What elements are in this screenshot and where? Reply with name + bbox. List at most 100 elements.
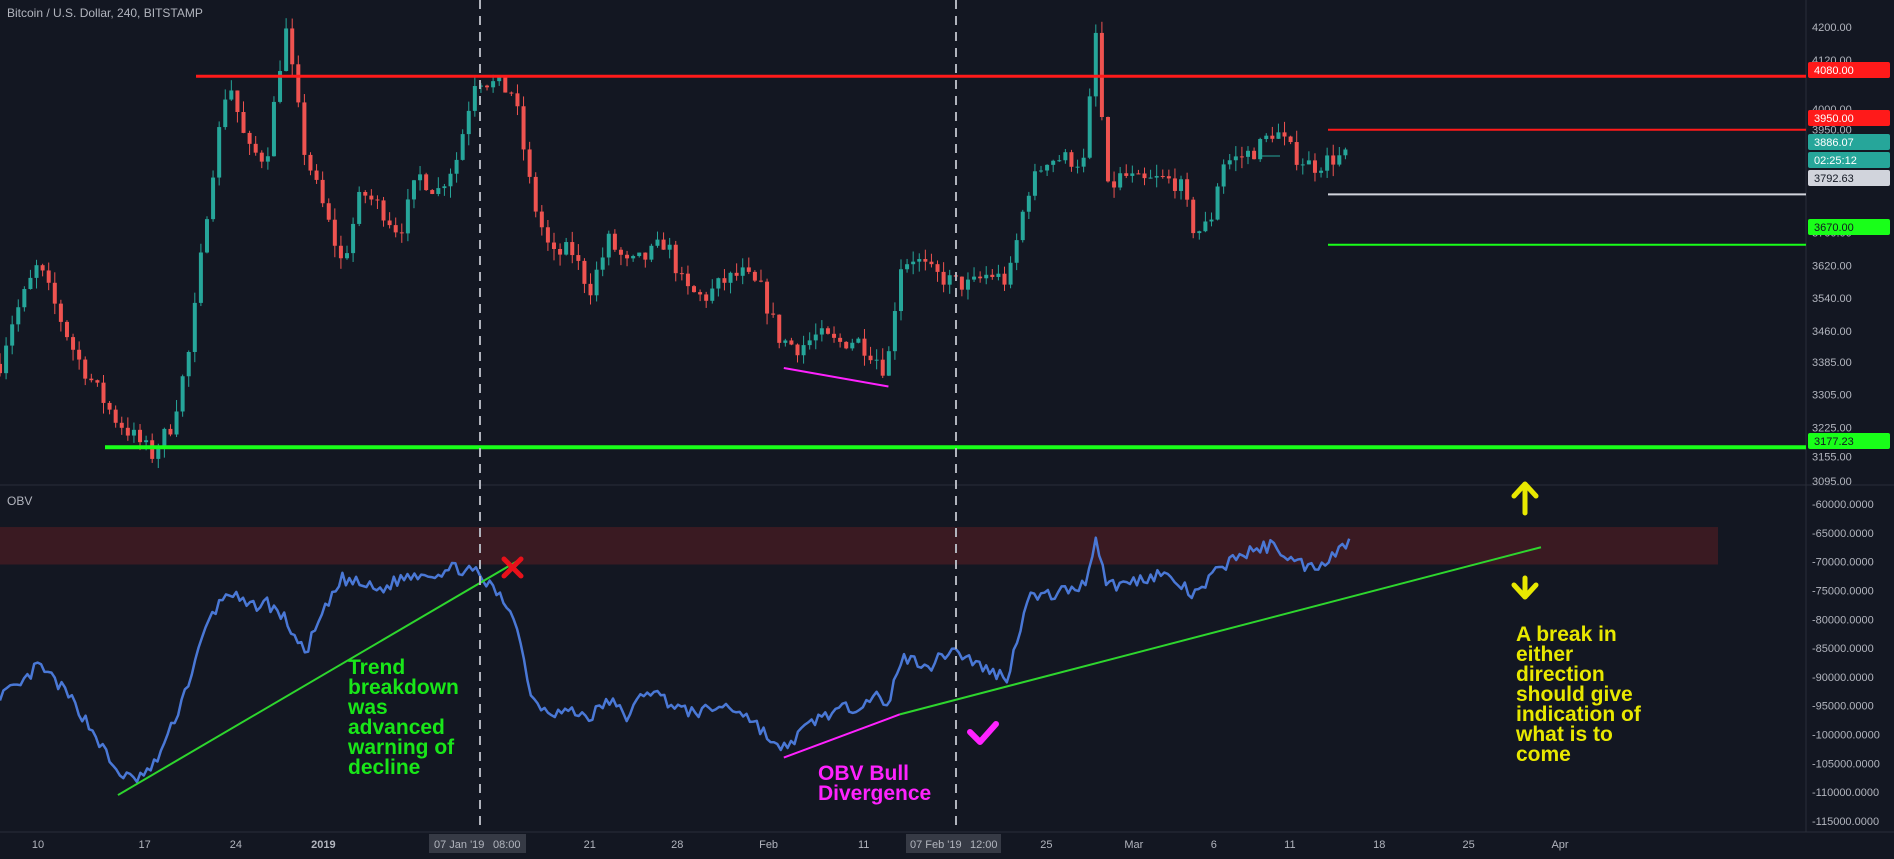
candle-body-83 (503, 77, 508, 93)
candle-body-63 (381, 200, 386, 221)
obv-tick-3: -75000.0000 (1812, 585, 1874, 597)
candle-body-156 (947, 275, 952, 285)
obv-tick-0: -60000.0000 (1812, 499, 1874, 511)
candle-body-213 (1294, 142, 1299, 165)
candle-body-9 (52, 282, 57, 304)
candle-body-166 (1008, 262, 1013, 285)
candle-body-215 (1306, 160, 1311, 165)
candle-body-203 (1233, 156, 1238, 161)
candle-body-102 (618, 249, 623, 255)
time-tick-15: 25 (1463, 839, 1475, 851)
time-tick-12: 6 (1211, 839, 1217, 851)
candle-body-78 (472, 86, 477, 111)
candle-body-149 (905, 264, 910, 270)
candle-body-221 (1343, 149, 1348, 156)
candle-body-140 (850, 342, 855, 349)
candle-body-6 (34, 265, 39, 278)
obv-divergence-text: OBV Bull Divergence (818, 762, 931, 805)
candle-body-138 (838, 337, 843, 342)
crosshair-label-feb-bg (906, 834, 1001, 853)
candle-body-155 (941, 271, 946, 285)
candle-body-77 (466, 110, 471, 135)
candle-body-44 (265, 156, 270, 162)
level-tag-text-1: 3950.00 (1814, 113, 1854, 125)
candle-body-85 (515, 93, 520, 107)
candle-body-146 (886, 351, 891, 376)
candle-body-200 (1215, 186, 1220, 220)
crosshair-label-jan-time: 08:00 (493, 839, 521, 851)
candle-body-217 (1319, 170, 1324, 173)
price-tick-10: 3225.00 (1812, 423, 1852, 435)
candle-body-113 (685, 273, 690, 287)
candle-body-90 (545, 227, 550, 243)
candle-body-2 (10, 324, 15, 346)
candle-body-204 (1239, 156, 1244, 158)
obv-axis[interactable]: -60000.0000 -65000.0000 -70000.0000 -75000.… (1812, 499, 1880, 828)
candle-body-76 (460, 134, 465, 160)
candle-body-109 (661, 239, 666, 250)
candle-body-31 (186, 351, 191, 377)
candle-body-219 (1331, 155, 1336, 165)
candle-body-69 (418, 174, 423, 181)
candle-body-8 (46, 270, 51, 283)
break-direction-text: A break in either direction should give … (1515, 623, 1647, 766)
candle-body-136 (825, 328, 830, 334)
candle-body-174 (1057, 160, 1062, 162)
candle-body-7 (40, 265, 45, 271)
candle-body-163 (990, 274, 995, 277)
candle-body-11 (64, 321, 69, 338)
cross-icon (501, 556, 524, 579)
candle-body-45 (271, 101, 276, 157)
time-tick-11: Mar (1124, 839, 1143, 851)
trend-breakdown-text: Trend breakdown was advanced warning of … (347, 656, 465, 779)
candle-body-192 (1166, 176, 1171, 179)
candle-body-197 (1197, 231, 1202, 234)
price-tick-11: 3155.00 (1812, 451, 1852, 463)
candle-body-75 (454, 159, 459, 174)
candle-body-112 (679, 273, 684, 275)
arrow-up-icon (1511, 481, 1539, 516)
candle-body-68 (411, 180, 416, 200)
candle-body-93 (564, 242, 569, 255)
candle-body-185 (1124, 173, 1129, 176)
candle-body-122 (740, 267, 745, 276)
crosshair-label-jan-bg (429, 834, 526, 853)
trend-lines (117, 546, 1542, 796)
price-tick-9: 3305.00 (1812, 390, 1852, 402)
time-tick-14: 18 (1373, 839, 1385, 851)
candle-body-194 (1179, 179, 1184, 191)
candle-body-54 (326, 203, 331, 220)
candle-body-80 (485, 85, 490, 88)
candle-body-34 (204, 219, 209, 253)
price-divergence-line (783, 367, 889, 388)
obv-tick-4: -80000.0000 (1812, 614, 1874, 626)
candle-body-148 (898, 269, 903, 312)
candle-body-116 (704, 294, 709, 301)
candle-body-103 (625, 254, 630, 259)
level-tag-text-4: 3792.63 (1814, 173, 1854, 185)
check-icon (967, 721, 999, 745)
level-tag-text-0: 4080.00 (1814, 65, 1854, 77)
time-tick-2: 24 (230, 839, 242, 851)
candle-body-49 (296, 64, 301, 103)
candle-body-29 (174, 411, 179, 435)
candle-body-67 (405, 199, 410, 234)
candle-body-187 (1136, 173, 1141, 175)
candle-body-159 (965, 279, 970, 290)
candle-body-16 (95, 380, 100, 383)
candle-body-25 (150, 440, 155, 459)
candle-body-50 (302, 102, 307, 155)
candle-body-88 (533, 176, 538, 212)
level-tag-bg-2 (1808, 134, 1890, 150)
candle-body-153 (929, 261, 934, 265)
candle-body-4 (22, 289, 27, 308)
price-level-tags: 4080.003950.003886.0702:25:123792.633670… (1808, 62, 1890, 449)
candle-body-17 (101, 382, 106, 403)
candle-body-99 (600, 257, 605, 270)
level-tag-bg-1 (1808, 110, 1890, 126)
candle-body-87 (527, 149, 532, 177)
obv-tick-10: -110000.0000 (1812, 787, 1879, 799)
candle-body-86 (521, 106, 526, 150)
candle-body-73 (442, 186, 447, 189)
